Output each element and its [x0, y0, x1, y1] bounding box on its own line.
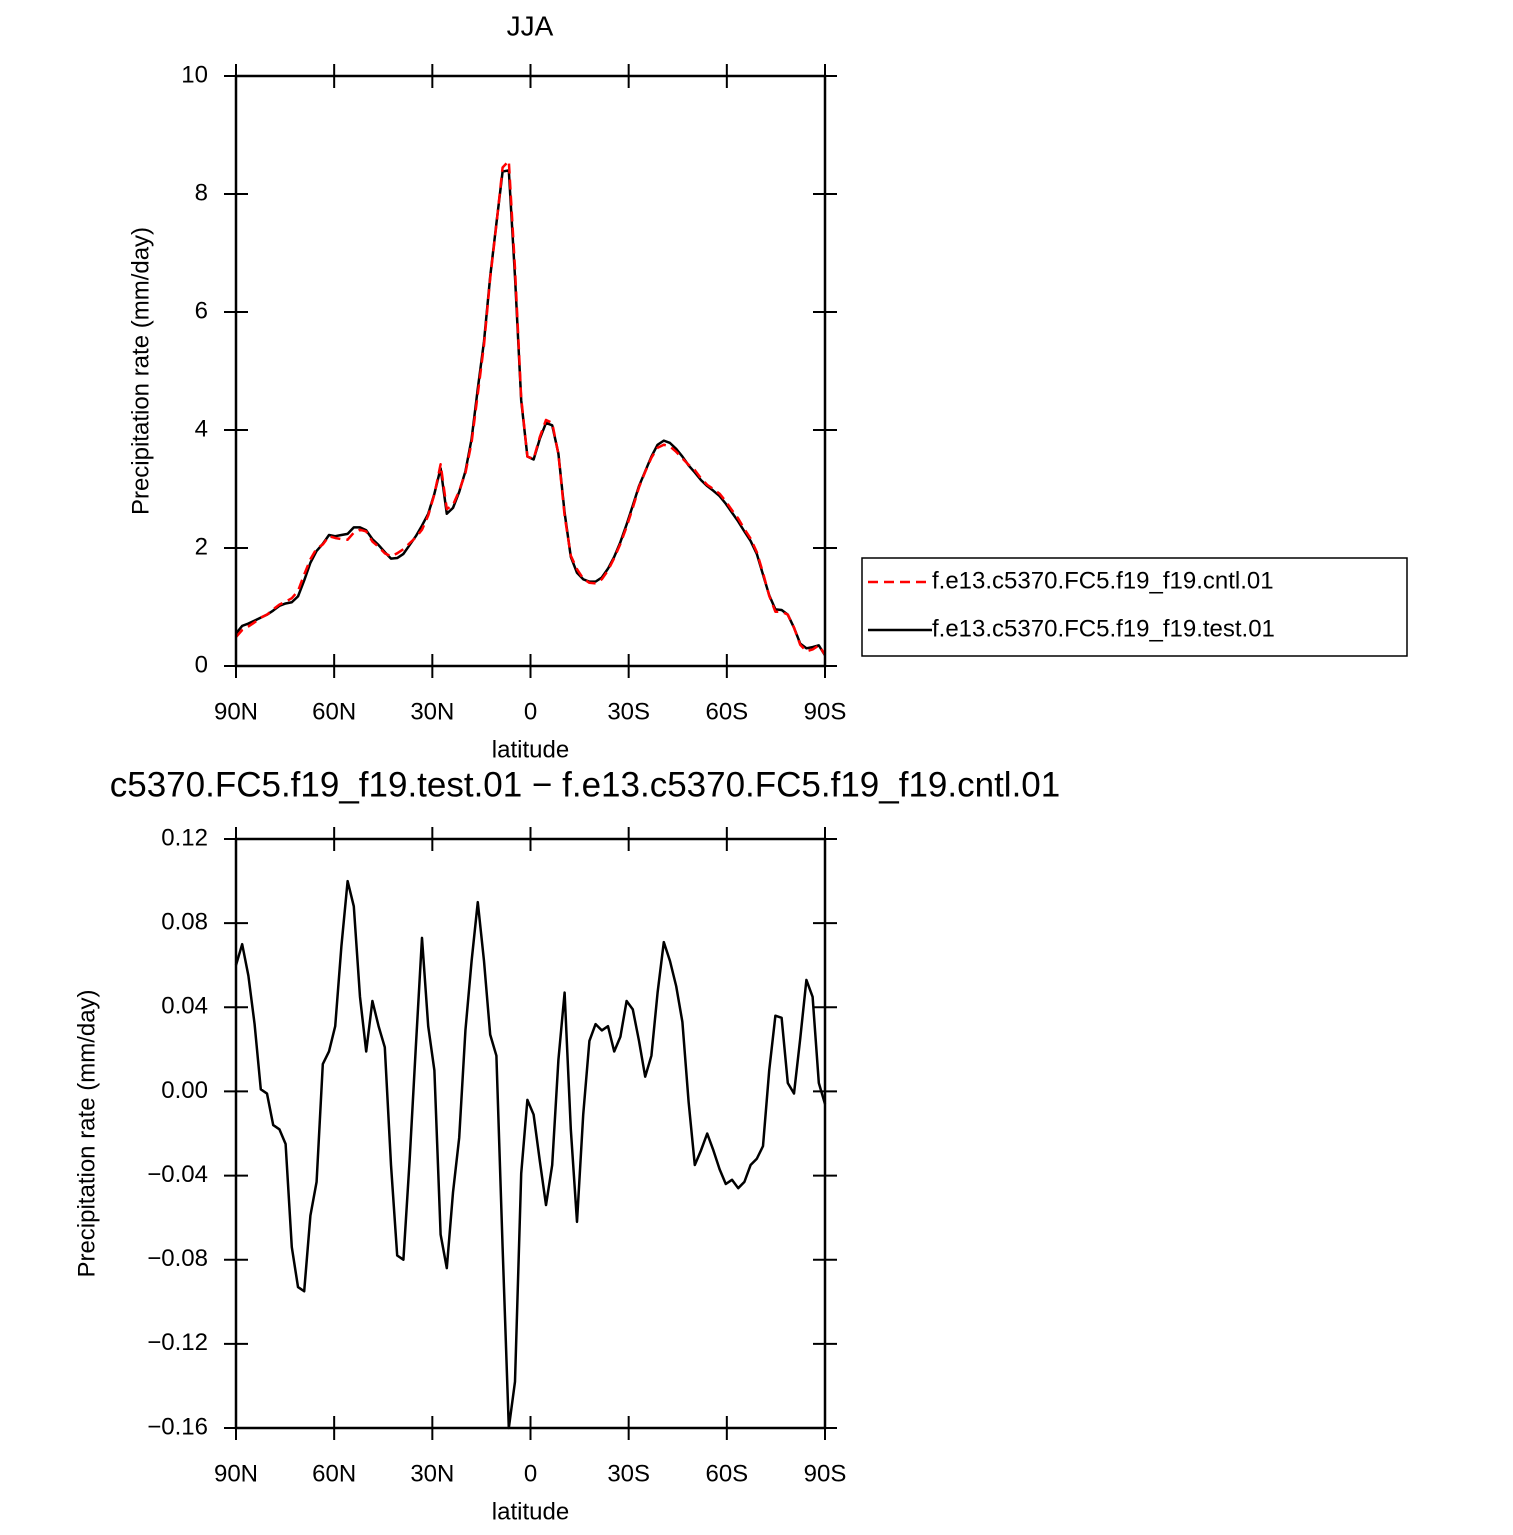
chart-title: JJA	[507, 10, 554, 41]
data-line	[234, 879, 827, 1430]
x-tick-label: 90S	[804, 1460, 847, 1487]
x-tick-label: 30S	[607, 698, 650, 725]
x-axis-label: latitude	[492, 1498, 569, 1525]
legend-label: f.e13.c5370.FC5.f19_f19.cntl.01	[932, 567, 1274, 594]
y-tick-label: 0.00	[161, 1077, 208, 1104]
y-tick-label: 8	[195, 179, 208, 206]
legend-box	[861, 557, 1408, 657]
x-axis-label: latitude	[492, 736, 569, 763]
y-tick-label: 0.04	[161, 993, 208, 1020]
x-tick-label: 30N	[410, 1460, 454, 1487]
data-line	[235, 159, 827, 656]
y-tick-label: 2	[195, 533, 208, 560]
plot-frame	[234, 74, 827, 668]
x-tick-label: 0	[524, 698, 537, 725]
y-tick-label: 6	[195, 297, 208, 324]
x-tick-label: 90S	[804, 698, 847, 725]
x-tick-label: 30S	[607, 1460, 650, 1487]
x-tick-label: 60S	[705, 698, 748, 725]
y-tick-label: −0.08	[147, 1245, 208, 1272]
y-tick-label: 0.08	[161, 908, 208, 935]
x-tick-label: 60S	[705, 1460, 748, 1487]
chart-title: c5370.FC5.f19_f19.test.01 − f.e13.c5370.…	[110, 765, 1061, 804]
x-tick-label: 60N	[312, 698, 356, 725]
y-tick-label: −0.04	[147, 1161, 208, 1188]
x-tick-label: 90N	[214, 1460, 258, 1487]
y-tick-label: −0.12	[147, 1329, 208, 1356]
y-axis-label: Precipitation rate (mm/day)	[73, 989, 100, 1277]
plot-frame	[234, 837, 827, 1430]
y-tick-label: −0.16	[147, 1413, 208, 1440]
panel: JJA 0 2 4 6 8 10 90N 60N 30N 0 30S 60S 90S latitude Pre…	[127, 10, 1408, 763]
y-tick-label: 4	[195, 415, 208, 442]
x-tick-label: 0	[524, 1460, 537, 1487]
panel: c5370.FC5.f19_f19.test.01 − f.e13.c5370.…	[73, 765, 1060, 1525]
x-tick-label: 90N	[214, 698, 258, 725]
x-tick-label: 60N	[312, 1460, 356, 1487]
y-tick-label: 0	[195, 651, 208, 678]
data-line	[235, 169, 827, 657]
x-tick-label: 30N	[410, 698, 454, 725]
y-tick-label: 0.12	[161, 824, 208, 851]
y-axis-label: Precipitation rate (mm/day)	[127, 227, 154, 515]
y-tick-label: 10	[181, 61, 208, 88]
legend-label: f.e13.c5370.FC5.f19_f19.test.01	[932, 615, 1275, 642]
